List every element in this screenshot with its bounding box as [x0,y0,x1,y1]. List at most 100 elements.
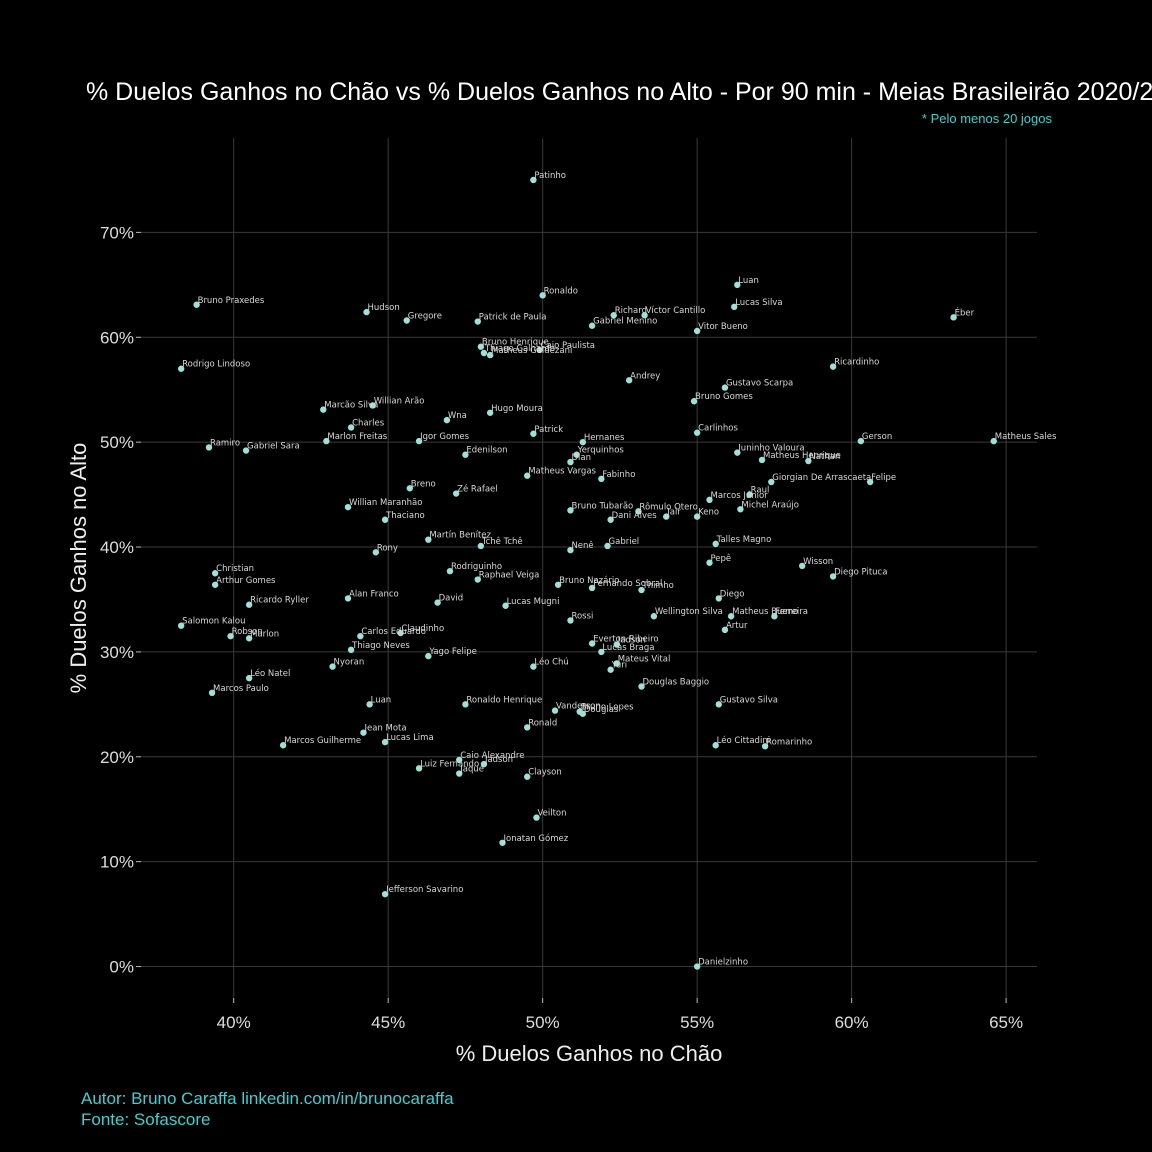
data-point [530,663,537,670]
point-label: Patrick [534,425,563,435]
source-caption: Fonte: Sofascore [81,1110,211,1129]
point-label: Jair [666,508,681,518]
data-point [706,559,713,566]
point-label: Gabriel Sara [247,442,300,452]
point-label: Caio Alexandre [460,751,524,761]
data-point [567,546,574,554]
y-tick-label: 50% [100,433,134,452]
point-label: Bruno Gomes [695,392,753,402]
point-label: Matheus Bueno [732,607,798,617]
data-point [693,429,701,436]
point-label: Rodriguinho [451,562,502,572]
point-label: Bruno Henrique [482,338,549,348]
point-label: Hernanes [584,433,625,443]
author-caption: Autor: Bruno Caraffa linkedin.com/in/bru… [81,1089,454,1108]
data-point [456,770,463,777]
data-point [554,581,562,588]
point-label: Diego Pituca [834,567,887,577]
data-point [372,549,380,556]
data-point [715,701,722,708]
point-label: Luan [371,695,392,705]
data-point [731,303,738,311]
data-point [635,508,642,515]
data-point [415,765,423,772]
data-point [706,496,713,504]
point-label: Ronaldo [544,286,578,296]
data-point [499,839,506,846]
data-point [477,542,485,550]
point-label: Ferreira [775,607,808,617]
point-label: Salomon Kalou [182,617,245,627]
point-label: Tchê Tchê [481,536,523,547]
point-label: Wellington Silva [655,607,723,617]
data-point [524,472,531,479]
data-point [381,516,389,523]
point-label: Marcão Silva [324,401,378,411]
point-label: Rossi [571,611,593,621]
point-label: Gustavo Scarpa [726,379,793,389]
point-label: Wisson [803,557,833,567]
y-tick-label: 0% [109,958,134,977]
y-tick-label: 30% [100,643,134,662]
data-point [480,760,488,768]
data-point [347,424,355,431]
data-point [625,377,633,384]
y-tick-label: 70% [100,223,134,242]
y-axis-label: % Duelos Ganhos no Alto [66,443,91,694]
data-point [524,724,531,731]
point-label: David [439,594,464,604]
data-point [613,641,621,648]
point-label: Michel Araújo [741,500,799,510]
point-label: Lucas Silva [735,298,782,308]
data-point [425,652,432,660]
point-label: Ricardinho [834,358,879,368]
point-label: Thiago Neves [351,641,410,651]
point-label: Ronaldo Henrique [466,695,542,705]
point-label: Gerson [862,432,892,442]
data-point [712,540,719,548]
point-label: Willian Maranhão [349,498,422,508]
data-point [734,281,741,289]
point-label: Martín Benítez [429,531,491,541]
data-point [329,663,336,670]
point-label: Felipe [871,473,896,483]
data-point [344,503,352,511]
point-label: Patrick de Paula [479,313,547,323]
data-point [798,562,806,570]
data-point [598,475,605,483]
data-point [403,317,410,324]
point-label: Arthur Gomes [216,576,276,586]
data-point [205,444,213,451]
data-point [530,176,537,184]
point-label: Carlos Eduardo [361,627,426,637]
point-label: Lucas Braga [602,643,654,653]
data-point [177,622,185,629]
point-label: Ricardo Ryller [250,596,309,606]
data-point [768,478,775,486]
data-point [524,773,531,780]
data-point [381,738,389,746]
point-label: Matheus Galdezani [491,346,572,356]
data-point [397,629,404,637]
point-label: Keno [698,508,719,518]
point-label: Giorgian De Arrascaeta [772,473,871,483]
data-point [443,416,451,424]
data-point [425,536,432,543]
data-point [462,451,469,458]
point-label: Gustavo Silva [720,695,778,705]
point-label: Jean Mota [363,724,406,734]
data-point [721,384,729,391]
point-label: Nenê [571,540,593,551]
data-point [320,406,327,413]
point-label: Yago Felipe [428,647,477,657]
data-point [607,666,614,673]
y-tick-label: 40% [100,538,134,557]
data-point [245,635,253,642]
point-label: Andrey [630,371,660,381]
point-label: Nathan [809,452,840,462]
data-point [727,613,735,620]
point-label: Luiz Fernando [420,759,479,769]
data-point [598,648,605,656]
point-label: Ramiro [210,438,240,448]
